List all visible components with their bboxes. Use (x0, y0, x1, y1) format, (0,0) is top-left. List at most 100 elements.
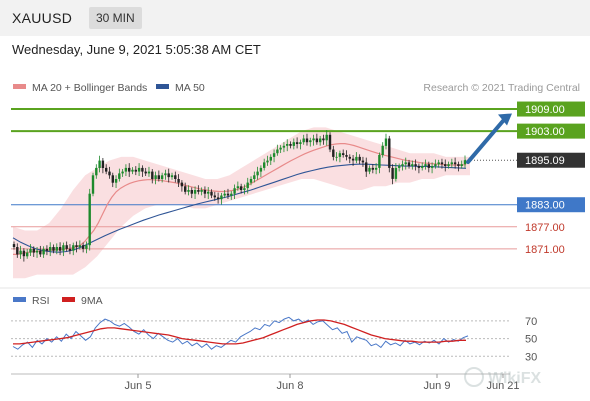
candle-body (243, 188, 246, 190)
candle-body (220, 195, 223, 200)
candle-body (177, 179, 180, 183)
candle-body (75, 245, 78, 247)
candle-body (374, 167, 378, 170)
candle-body (450, 162, 453, 165)
candle-body (203, 190, 207, 194)
candle-body (12, 244, 16, 247)
candle-body (444, 164, 447, 166)
candle-body (282, 145, 286, 148)
candle-body (463, 160, 467, 165)
candle-body (213, 195, 216, 198)
candle-body (338, 153, 342, 157)
candle-body (279, 147, 282, 150)
candle-body (151, 171, 154, 179)
symbol-label: XAUUSD (12, 10, 73, 26)
rsi-lines (12, 316, 469, 350)
watermark: WikiFX (464, 367, 542, 387)
candle-body (226, 193, 230, 196)
level-tag-text: 1895.09 (525, 155, 565, 167)
candle-body (378, 155, 381, 168)
candle-body (128, 167, 131, 172)
candle-body (81, 245, 85, 249)
candle-body (289, 144, 292, 146)
candle-body (108, 171, 111, 176)
candle-body (160, 175, 164, 179)
ma20-line (13, 143, 467, 255)
candle-body (358, 156, 361, 161)
level-tag-1883.00 (517, 197, 585, 213)
watermark-logo-icon (464, 367, 484, 387)
rsi-grid: 70 50 30 (11, 316, 537, 363)
ma20-legend-swatch (13, 84, 26, 89)
candle-body (315, 138, 319, 143)
candle-body (414, 164, 417, 166)
candle-body (216, 197, 220, 200)
candle-body (309, 140, 312, 143)
candle-body (16, 247, 19, 255)
arrow-head-icon (498, 113, 512, 126)
candle-body (144, 171, 147, 174)
candle-body (170, 175, 174, 178)
rsi-ma-legend-swatch (62, 297, 75, 302)
candle-body (332, 149, 335, 157)
candle-body (312, 138, 315, 141)
candle-body (371, 167, 374, 170)
candle-body (114, 179, 118, 183)
candle-body (88, 193, 91, 246)
level-tag-text: 1883.00 (525, 200, 565, 212)
candle-body (345, 155, 348, 157)
candle-body (207, 191, 210, 194)
candle-body (49, 247, 52, 251)
bollinger-band-area (13, 127, 470, 279)
forecast-arrow (466, 113, 512, 165)
candle-body (157, 175, 160, 179)
rsi-ma-legend-label: 9MA (81, 295, 103, 307)
level-tag-text: 1903.00 (525, 126, 565, 138)
candle-body (388, 138, 391, 168)
candle-body (78, 245, 81, 247)
candle-body (325, 134, 328, 141)
candle-body (249, 179, 253, 183)
candle-body (355, 156, 358, 161)
candle-body (154, 175, 157, 179)
candle-body (134, 169, 137, 172)
candle-body (29, 248, 32, 253)
ma50-legend-label: MA 50 (175, 82, 205, 94)
rsi-tick-30: 30 (525, 351, 537, 363)
timestamp: Wednesday, June 9, 2021 5:05:38 AM CET (12, 42, 261, 57)
candle-body (391, 167, 394, 179)
candle-body (187, 190, 190, 192)
x-tick-label: Jun 9 (424, 380, 451, 392)
candle-body (45, 248, 49, 251)
candle-body (105, 167, 108, 172)
candle-body (230, 193, 233, 196)
candle-body (131, 169, 134, 172)
candle-body (302, 138, 305, 143)
candle-body (259, 167, 263, 172)
candle-body (137, 167, 141, 172)
candlesticks (12, 130, 467, 262)
candle-body (292, 142, 295, 146)
candle-body (398, 166, 401, 168)
candle-body (424, 164, 427, 166)
candle-body (72, 245, 75, 251)
candle-body (430, 166, 434, 168)
candle-body (295, 142, 299, 144)
candle-body (342, 153, 345, 155)
level-tag-1895.09 (517, 152, 585, 168)
candle-body (68, 248, 72, 251)
candle-body (62, 245, 65, 251)
candle-body (19, 250, 22, 255)
candle-body (427, 164, 430, 168)
candle-body (58, 247, 62, 251)
candle-body (210, 191, 213, 196)
candle-body (85, 245, 88, 249)
candle-body (319, 138, 322, 143)
rsi-tick-50: 50 (525, 334, 537, 346)
candle-body (440, 162, 444, 165)
rsi-legend-swatch (13, 297, 26, 302)
candle-body (286, 144, 289, 146)
candle-body (164, 173, 167, 176)
timeframe-button[interactable]: 30 MIN (89, 7, 142, 29)
